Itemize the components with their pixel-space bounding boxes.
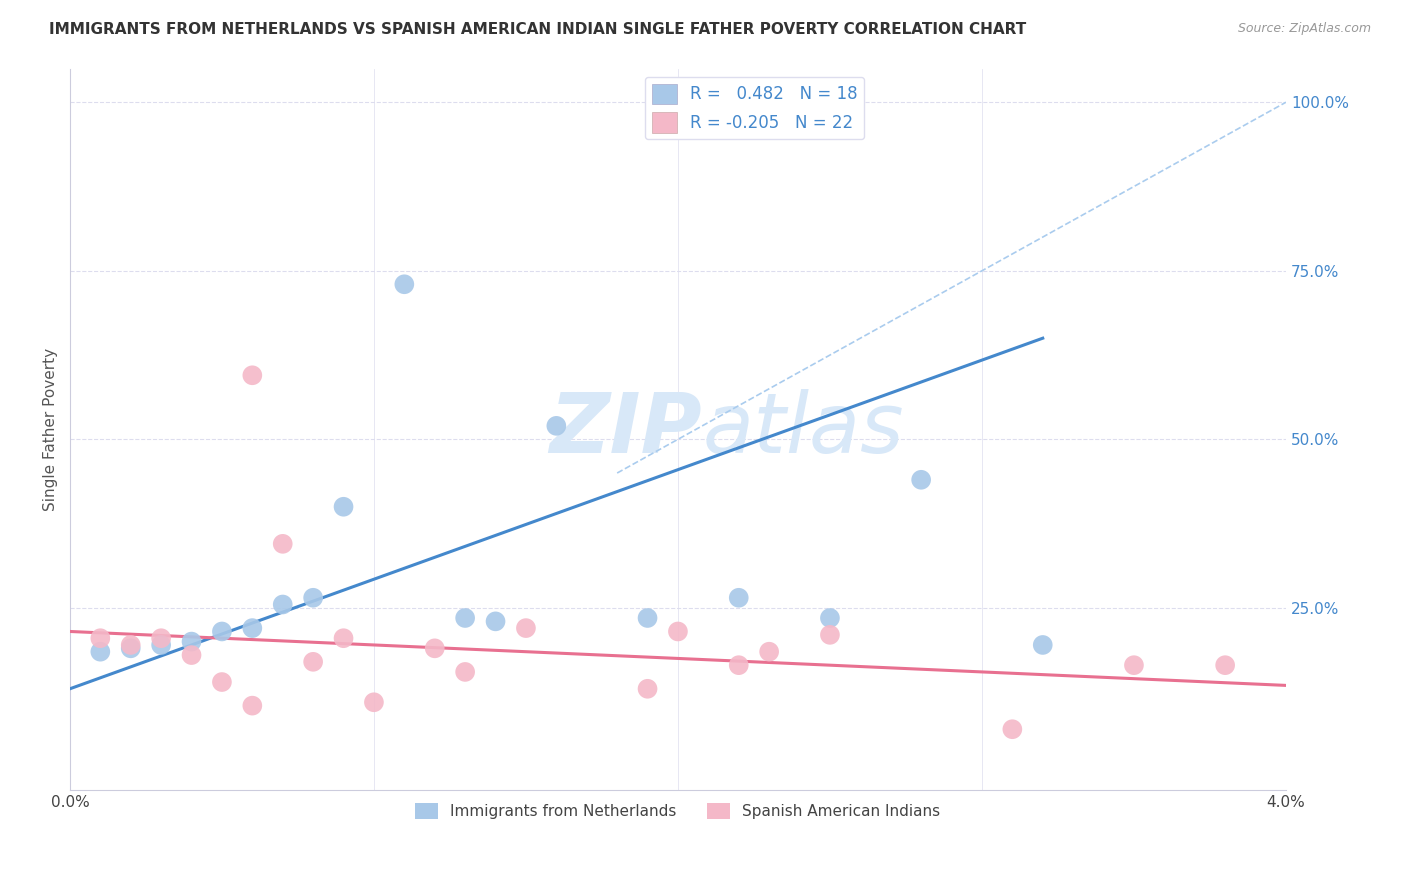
Point (637, 611, 659, 625)
Point (1001, 723, 1024, 737)
Point (120, 638, 142, 652)
Point (454, 611, 477, 625)
Point (910, 473, 932, 487)
Y-axis label: Single Father Poverty: Single Father Poverty (44, 348, 58, 511)
Point (515, 621, 537, 635)
Text: Source: ZipAtlas.com: Source: ZipAtlas.com (1237, 22, 1371, 36)
Point (1032, 638, 1054, 652)
Point (271, 598, 294, 612)
Point (150, 638, 173, 652)
Point (423, 641, 446, 656)
Point (271, 537, 294, 551)
Point (666, 624, 689, 639)
Point (546, 418, 568, 433)
Point (240, 698, 263, 713)
Point (89, 631, 111, 645)
Point (363, 695, 385, 709)
Point (332, 631, 354, 645)
Point (302, 591, 325, 605)
Point (211, 675, 233, 690)
Point (727, 591, 749, 605)
Point (240, 368, 263, 383)
Point (394, 277, 416, 292)
Point (240, 621, 263, 635)
Point (727, 658, 749, 673)
Text: atlas: atlas (702, 389, 904, 470)
Point (120, 641, 142, 656)
Point (1123, 658, 1146, 673)
Point (302, 655, 325, 669)
Point (150, 631, 173, 645)
Point (89, 645, 111, 659)
Point (180, 648, 202, 662)
Text: IMMIGRANTS FROM NETHERLANDS VS SPANISH AMERICAN INDIAN SINGLE FATHER POVERTY COR: IMMIGRANTS FROM NETHERLANDS VS SPANISH A… (49, 22, 1026, 37)
Point (332, 500, 354, 514)
Point (180, 634, 202, 648)
Point (484, 615, 506, 629)
Point (818, 628, 841, 642)
Point (211, 624, 233, 639)
Point (818, 611, 841, 625)
Legend: Immigrants from Netherlands, Spanish American Indians: Immigrants from Netherlands, Spanish Ame… (409, 797, 946, 826)
Point (758, 645, 780, 659)
Point (637, 681, 659, 696)
Point (1213, 658, 1236, 673)
Point (454, 665, 477, 679)
Text: ZIP: ZIP (550, 389, 702, 470)
